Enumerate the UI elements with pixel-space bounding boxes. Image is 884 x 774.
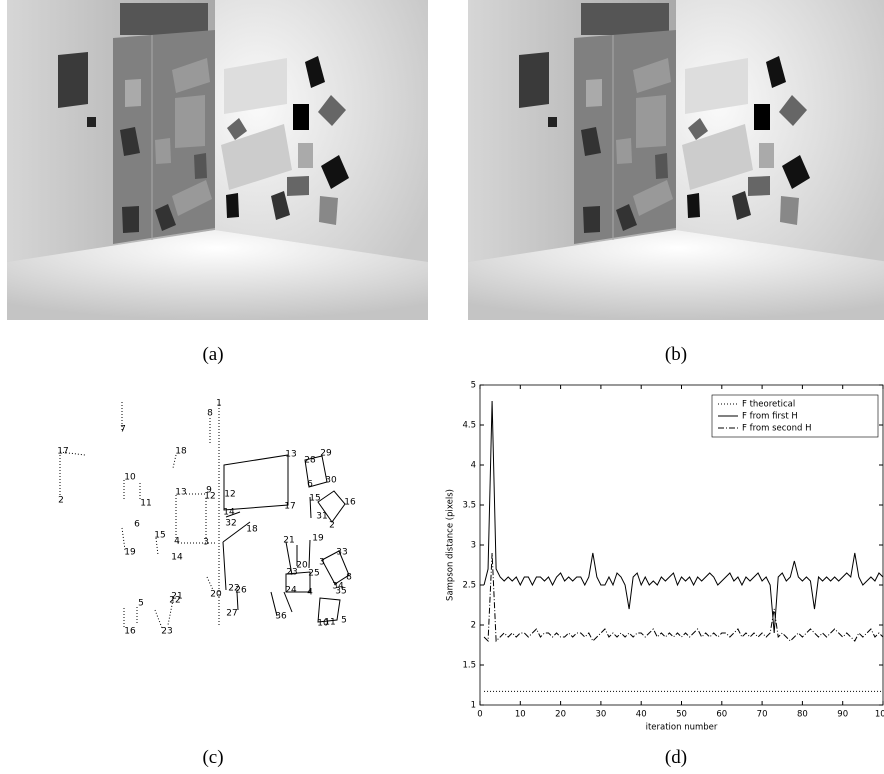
point-label: 33 [336,548,347,558]
point-label: 29 [320,449,332,459]
point-label: 31 [316,512,327,522]
point-label: 4 [307,588,313,598]
point-label: 15 [154,531,165,541]
point-label: 3 [203,538,209,548]
point-label: 15 [309,494,320,504]
point-label: 27 [226,609,237,619]
x-tick-label: 60 [716,710,727,720]
y-axis-label: Sampson distance (pixels) [446,489,456,601]
feature-tracks [59,402,350,629]
x-tick-label: 100 [875,710,884,720]
x-tick-label: 20 [555,710,566,720]
y-tick-label: 3.5 [462,501,476,511]
y-tick-label: 5 [471,381,476,391]
point-label: 6 [134,520,140,530]
x-tick-label: 30 [595,710,606,720]
point-label: 18 [246,525,258,535]
point-label: 12 [224,490,235,500]
point-label: 32 [225,519,236,529]
point-label: 19 [124,548,136,558]
y-tick-label: 4.5 [462,421,476,431]
point-label: 5 [341,616,347,626]
point-label: 21 [171,592,182,602]
point-label: 1 [216,399,222,409]
legend-box [711,394,879,438]
point-label: 13 [285,450,296,460]
point-label: 7 [120,425,126,435]
point-label: 6 [307,480,313,490]
point-label: 13 [175,488,186,498]
point-label: 12 [204,492,215,502]
point-label: 14 [171,553,183,563]
point-label: 5 [138,599,144,609]
series-line [483,400,884,634]
point-label: 34 [332,582,344,592]
caption: (a) [202,344,223,365]
x-tick-label: 10 [515,710,526,720]
x-axis-label: iteration number [646,723,718,733]
point-label: 28 [304,456,316,466]
x-tick-label: 0 [477,710,482,720]
point-label: 17 [284,502,295,512]
point-label: 4 [174,537,180,547]
point-label: 22 [228,584,239,594]
point-label: 22 [169,596,180,606]
point-label: 26 [235,586,247,596]
x-tick-label: 40 [636,710,647,720]
point-label: 3 [319,558,325,568]
image-a [6,0,429,321]
series-line [483,552,884,643]
point-label: 11 [140,499,151,509]
caption: (b) [665,344,687,365]
point-label: 17 [57,447,68,457]
point-label: 10 [124,473,136,483]
point-label: 8 [346,573,352,583]
point-label: 23 [161,627,172,637]
point-label: 11 [324,618,335,628]
point-label: 16 [344,498,356,508]
y-tick-label: 2.5 [462,581,476,591]
point-label: 30 [325,476,337,486]
point-label: 23 [286,568,297,578]
y-tick-label: 2 [471,621,476,631]
legend-label: F theoretical [742,400,795,410]
point-label: 25 [308,569,319,579]
image-b [467,0,884,321]
point-label: 2 [329,521,335,531]
point-label: 8 [207,409,213,419]
caption: (c) [202,747,223,768]
point-label: 20 [296,561,308,571]
legend-label: F from first H [742,412,798,422]
point-label: 10 [317,619,329,629]
point-label: 14 [223,508,235,518]
x-tick-label: 70 [757,710,768,720]
y-tick-label: 1.5 [462,661,476,671]
point-label: 9 [206,486,212,496]
chart: 11.522.533.544.550102030405060708090100i… [446,381,884,733]
y-tick-label: 3 [471,541,476,551]
point-label: 18 [175,447,187,457]
point-label: 36 [275,612,287,622]
point-label: 16 [124,627,136,637]
point-label: 35 [335,587,346,597]
x-tick-label: 90 [837,710,848,720]
y-tick-label: 4 [471,461,476,471]
y-tick-label: 1 [471,701,476,711]
point-label: 21 [283,536,294,546]
caption: (d) [665,747,687,768]
legend-label: F from second H [742,424,811,434]
x-tick-label: 80 [797,710,808,720]
point-label: 20 [210,590,222,600]
point-label: 2 [58,496,64,506]
x-tick-label: 50 [676,710,687,720]
point-label: 24 [285,586,297,596]
point-label: 19 [312,534,324,544]
